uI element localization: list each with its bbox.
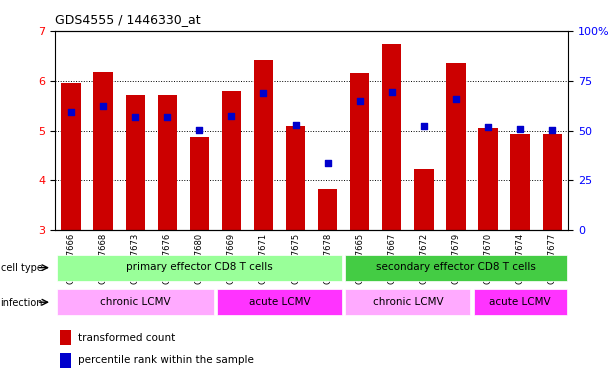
Point bbox=[451, 96, 461, 102]
Bar bbox=[286, 126, 305, 230]
Point bbox=[387, 89, 397, 95]
Point bbox=[483, 124, 493, 130]
Point bbox=[291, 121, 301, 127]
Bar bbox=[57, 255, 342, 281]
Text: percentile rank within the sample: percentile rank within the sample bbox=[78, 355, 254, 365]
Text: acute LCMV: acute LCMV bbox=[249, 297, 310, 307]
Bar bbox=[446, 63, 466, 230]
Point bbox=[194, 126, 204, 132]
Bar bbox=[93, 72, 113, 230]
Bar bbox=[543, 134, 562, 230]
Text: cell type: cell type bbox=[1, 263, 43, 273]
Bar bbox=[511, 134, 530, 230]
Bar bbox=[57, 290, 214, 315]
Bar bbox=[222, 91, 241, 230]
Bar bbox=[382, 44, 401, 230]
Point bbox=[258, 90, 268, 96]
Point bbox=[419, 122, 429, 129]
Point bbox=[547, 126, 557, 132]
Bar bbox=[474, 290, 566, 315]
Point bbox=[355, 98, 365, 104]
Bar bbox=[61, 83, 81, 230]
Text: chronic LCMV: chronic LCMV bbox=[100, 297, 170, 307]
Text: secondary effector CD8 T cells: secondary effector CD8 T cells bbox=[376, 262, 536, 272]
Bar bbox=[190, 137, 209, 230]
Text: primary effector CD8 T cells: primary effector CD8 T cells bbox=[126, 262, 273, 272]
Bar bbox=[350, 73, 369, 230]
Text: chronic LCMV: chronic LCMV bbox=[373, 297, 443, 307]
Text: acute LCMV: acute LCMV bbox=[489, 297, 551, 307]
Point bbox=[323, 160, 332, 166]
Bar bbox=[414, 169, 433, 230]
Point bbox=[515, 126, 525, 132]
Bar bbox=[60, 353, 71, 368]
Point bbox=[227, 113, 236, 119]
Text: transformed count: transformed count bbox=[78, 333, 175, 343]
Bar bbox=[345, 255, 566, 281]
Bar bbox=[318, 189, 337, 230]
Bar bbox=[126, 94, 145, 230]
Bar bbox=[345, 290, 470, 315]
Point bbox=[163, 114, 172, 120]
Point bbox=[98, 103, 108, 109]
Bar bbox=[158, 94, 177, 230]
Point bbox=[66, 109, 76, 115]
Point bbox=[130, 114, 140, 120]
Bar bbox=[254, 60, 273, 230]
Bar bbox=[217, 290, 342, 315]
Text: infection: infection bbox=[1, 298, 43, 308]
Bar bbox=[478, 128, 497, 230]
Text: GDS4555 / 1446330_at: GDS4555 / 1446330_at bbox=[55, 13, 200, 26]
Bar bbox=[60, 330, 71, 345]
